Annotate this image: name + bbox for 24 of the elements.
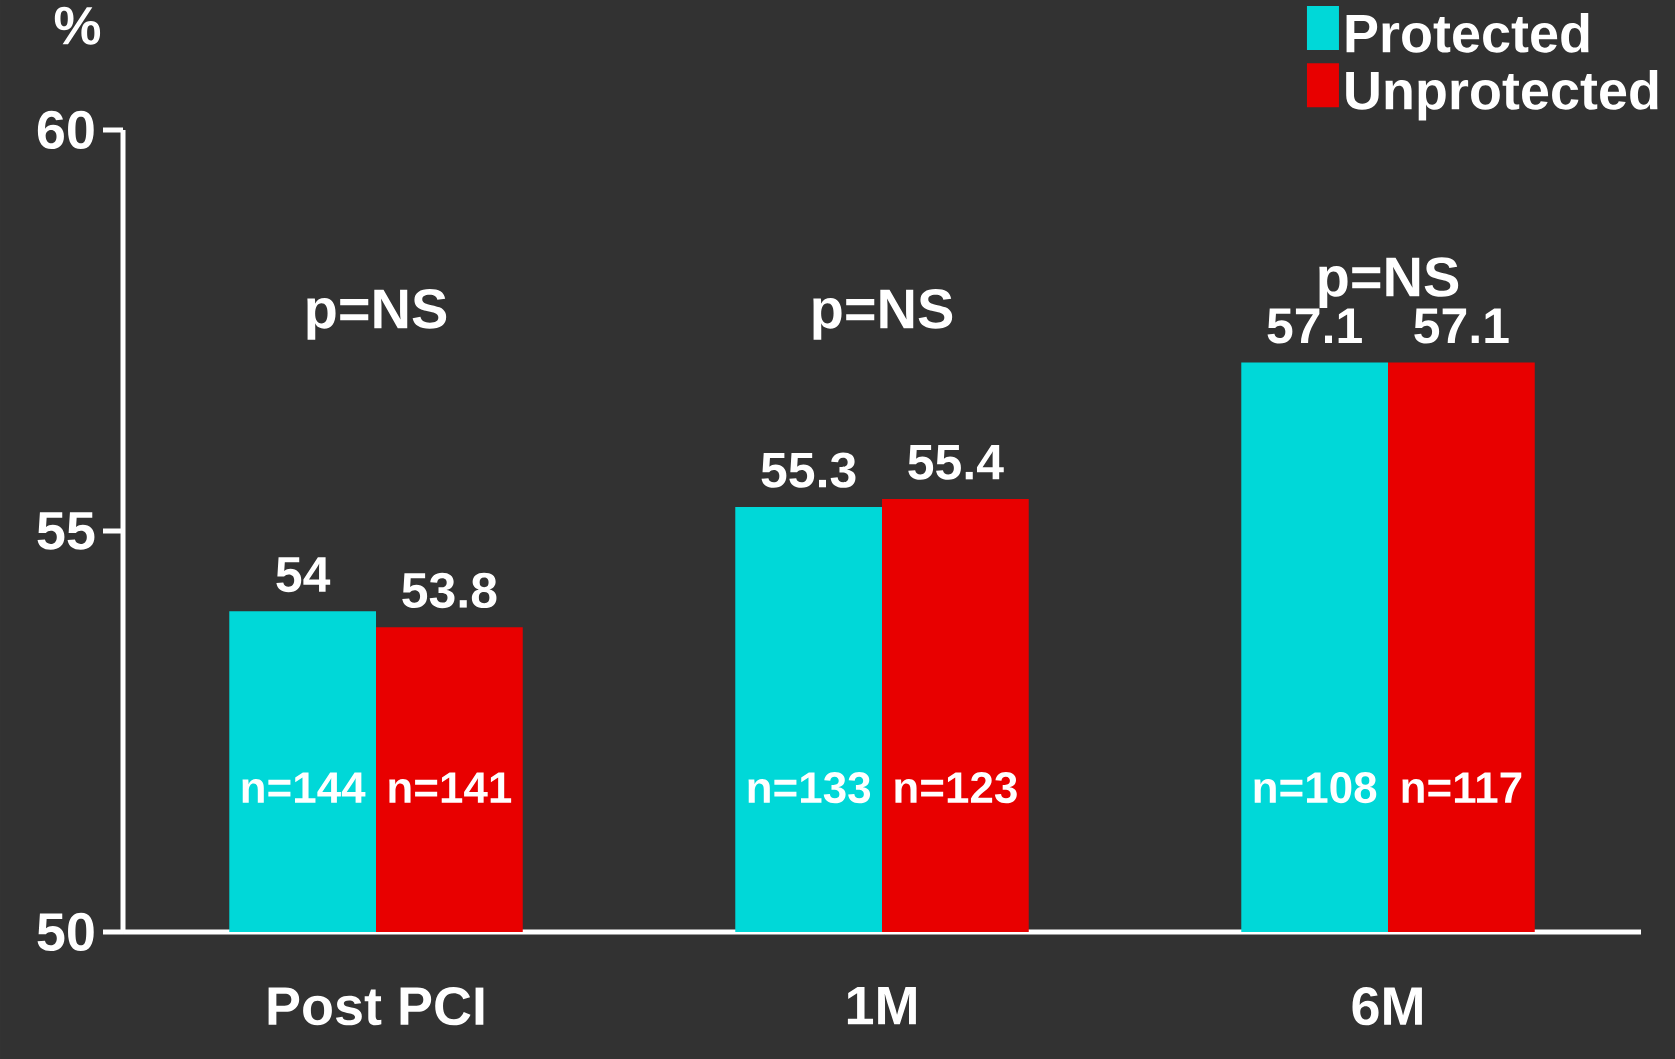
x-tick-label: Post PCI xyxy=(268,987,484,1026)
annotation: p=NS xyxy=(1319,257,1459,308)
annotation: n=117 xyxy=(1402,772,1522,803)
annotation: p=NS xyxy=(813,289,953,340)
data-label: 55.4 xyxy=(908,444,1004,480)
data-label: 53.8 xyxy=(402,572,497,609)
x-tick-label: 6M xyxy=(1352,987,1422,1026)
data-label: 57.1 xyxy=(1267,308,1362,344)
data-label: 54 xyxy=(276,557,331,593)
legend-label: Unprotected xyxy=(1346,70,1658,121)
annotation: n=123 xyxy=(895,772,1017,804)
x-tick-label: 1M xyxy=(847,987,916,1025)
data-label: 57.1 xyxy=(1414,308,1509,344)
y-tick-label: 55 xyxy=(37,512,95,550)
y-tick-label: 50 xyxy=(37,912,94,952)
y-axis-title: % xyxy=(54,6,101,45)
annotation: n=133 xyxy=(748,772,871,804)
y-tick-label: 60 xyxy=(37,110,94,150)
data-label: 55.3 xyxy=(761,452,856,488)
annotation: n=108 xyxy=(1254,772,1377,804)
legend-label: Protected xyxy=(1346,12,1589,53)
annotation: n=144 xyxy=(242,772,366,803)
annotation: n=141 xyxy=(389,772,512,803)
annotation: p=NS xyxy=(307,289,447,340)
